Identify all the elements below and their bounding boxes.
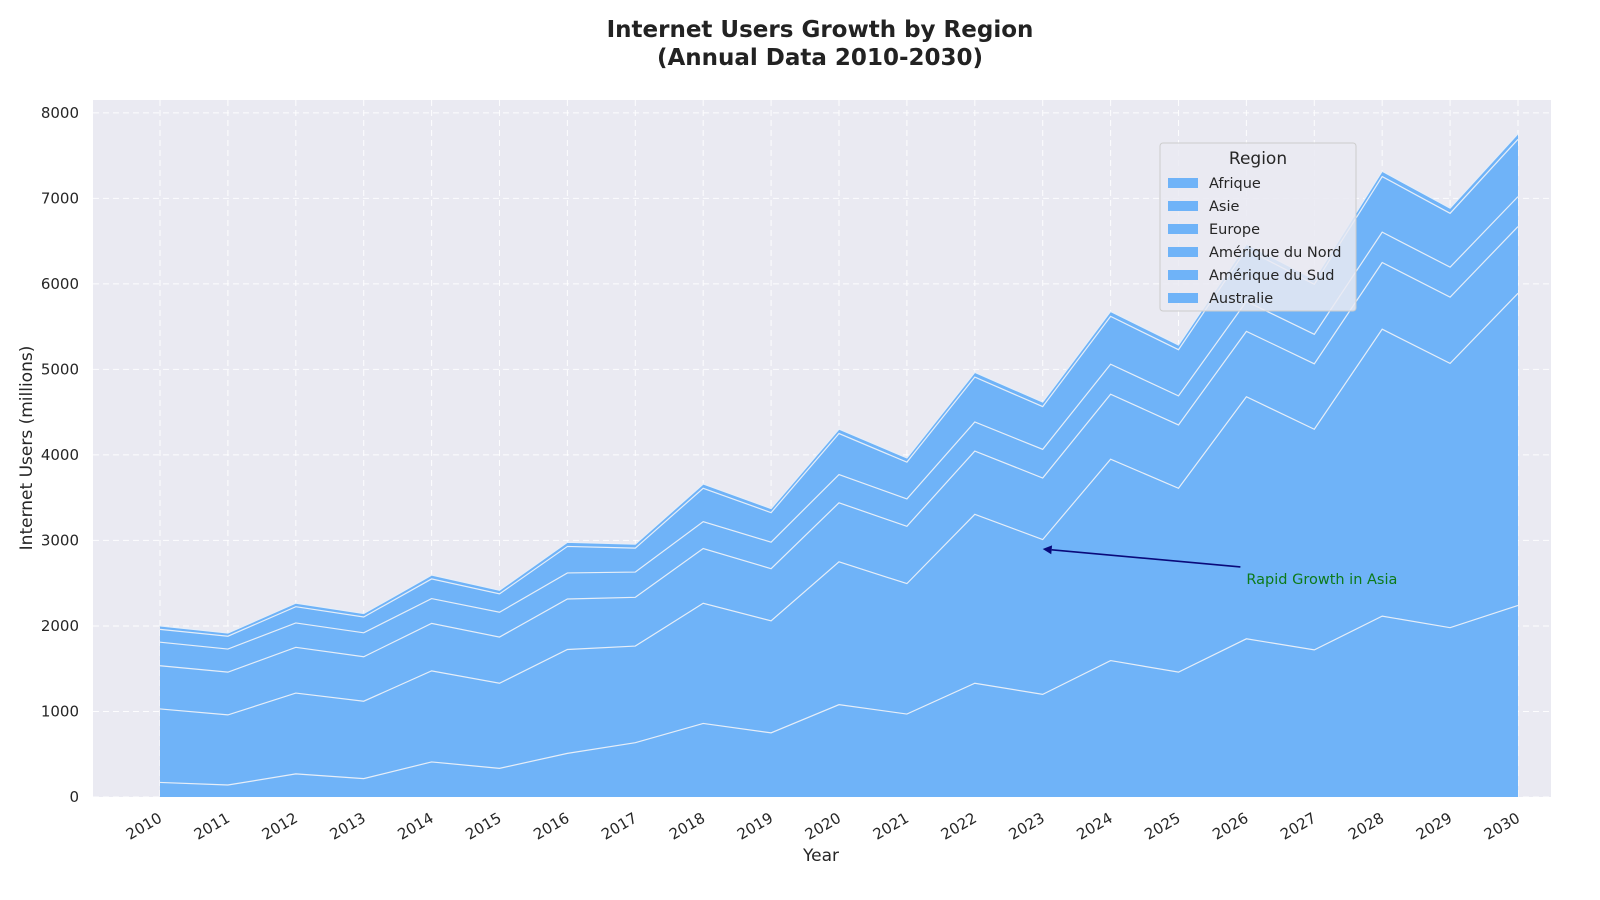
area-edge-europe xyxy=(159,226,1519,673)
annotation-arrowhead xyxy=(1042,545,1053,555)
area-edge-asie xyxy=(159,292,1519,716)
y-axis-label: Internet Users (millions) xyxy=(17,346,37,551)
x-tick-label-2021: 2021 xyxy=(870,809,912,844)
legend-label-australie: Australie xyxy=(1209,291,1273,307)
y-tick-label-4000: 4000 xyxy=(41,446,79,464)
legend-swatch-europe xyxy=(1168,224,1198,234)
y-tick-label-2000: 2000 xyxy=(41,617,79,635)
y-tick-label-3000: 3000 xyxy=(41,531,79,549)
x-tick-label-2027: 2027 xyxy=(1277,809,1319,844)
chart-title-line2: (Annual Data 2010-2030) xyxy=(657,45,983,71)
area-edge-amérique-du-nord xyxy=(159,196,1519,650)
legend-swatch-australie xyxy=(1168,293,1198,303)
legend-swatch-asie xyxy=(1168,201,1198,211)
y-tick-label-7000: 7000 xyxy=(41,189,79,207)
x-axis: 2010 2011 2012 2013 2014 2015 2016 2017 2018 2019… xyxy=(123,809,1523,844)
annotation-text: Rapid Growth in Asia xyxy=(1246,572,1397,588)
x-tick-label-2028: 2028 xyxy=(1345,809,1387,844)
x-tick-label-2022: 2022 xyxy=(938,809,980,844)
y-tick-label-8000: 8000 xyxy=(41,104,79,122)
x-tick-label-2026: 2026 xyxy=(1209,809,1251,844)
x-tick-label-2025: 2025 xyxy=(1141,809,1183,844)
x-tick-label-2011: 2011 xyxy=(191,809,233,844)
y-tick-label-6000: 6000 xyxy=(41,275,79,293)
y-tick-label-5000: 5000 xyxy=(41,360,79,378)
y-tick-label-0: 0 xyxy=(69,788,79,806)
x-tick-label-2013: 2013 xyxy=(327,809,369,844)
legend-swatch-afrique xyxy=(1168,178,1198,188)
legend: Region Afrique Asie Europe Amérique du Nord… xyxy=(1159,142,1357,312)
x-tick-label-2010: 2010 xyxy=(123,809,165,844)
x-tick-label-2024: 2024 xyxy=(1074,809,1116,844)
x-tick-label-2018: 2018 xyxy=(666,809,708,844)
x-axis-label: Year xyxy=(802,846,839,866)
x-tick-label-2014: 2014 xyxy=(395,809,437,844)
area-edge-afrique xyxy=(159,604,1519,786)
x-tick-label-2020: 2020 xyxy=(802,809,844,844)
legend-label-afrique: Afrique xyxy=(1209,176,1261,192)
x-tick-label-2019: 2019 xyxy=(734,809,776,844)
legend-title: Region xyxy=(1229,149,1287,169)
area-asie xyxy=(160,293,1518,786)
x-tick-label-2015: 2015 xyxy=(462,809,504,844)
area-amérique-du-nord xyxy=(160,196,1518,673)
area-amérique-du-sud xyxy=(160,139,1518,650)
area-layer xyxy=(160,133,1518,797)
x-tick-label-2017: 2017 xyxy=(598,809,640,844)
x-tick-label-2016: 2016 xyxy=(530,809,572,844)
legend-label-amérique-du-nord: Amérique du Nord xyxy=(1209,245,1342,261)
area-afrique xyxy=(160,605,1518,797)
legend-box xyxy=(1159,142,1357,312)
x-tick-label-2030: 2030 xyxy=(1481,809,1523,844)
annotation-arrow xyxy=(1051,549,1241,568)
x-tick-label-2012: 2012 xyxy=(259,809,301,844)
legend-swatch-amérique-du-nord xyxy=(1168,247,1198,257)
legend-swatch-amérique-du-sud xyxy=(1168,270,1198,280)
x-tick-label-2029: 2029 xyxy=(1413,809,1455,844)
legend-label-amérique-du-sud: Amérique du Sud xyxy=(1209,268,1334,284)
y-axis: 0 1000 2000 3000 4000 5000 6000 7000 8000 xyxy=(41,104,79,806)
y-tick-label-1000: 1000 xyxy=(41,702,79,720)
annotation: Rapid Growth in Asia xyxy=(1042,545,1397,588)
chart-title-line1: Internet Users Growth by Region xyxy=(607,17,1034,43)
area-europe xyxy=(160,226,1518,715)
x-tick-label-2023: 2023 xyxy=(1006,809,1048,844)
legend-label-asie: Asie xyxy=(1209,199,1240,215)
legend-label-europe: Europe xyxy=(1209,222,1260,238)
legend-items: Afrique Asie Europe Amérique du Nord Amériqu… xyxy=(1168,176,1342,307)
